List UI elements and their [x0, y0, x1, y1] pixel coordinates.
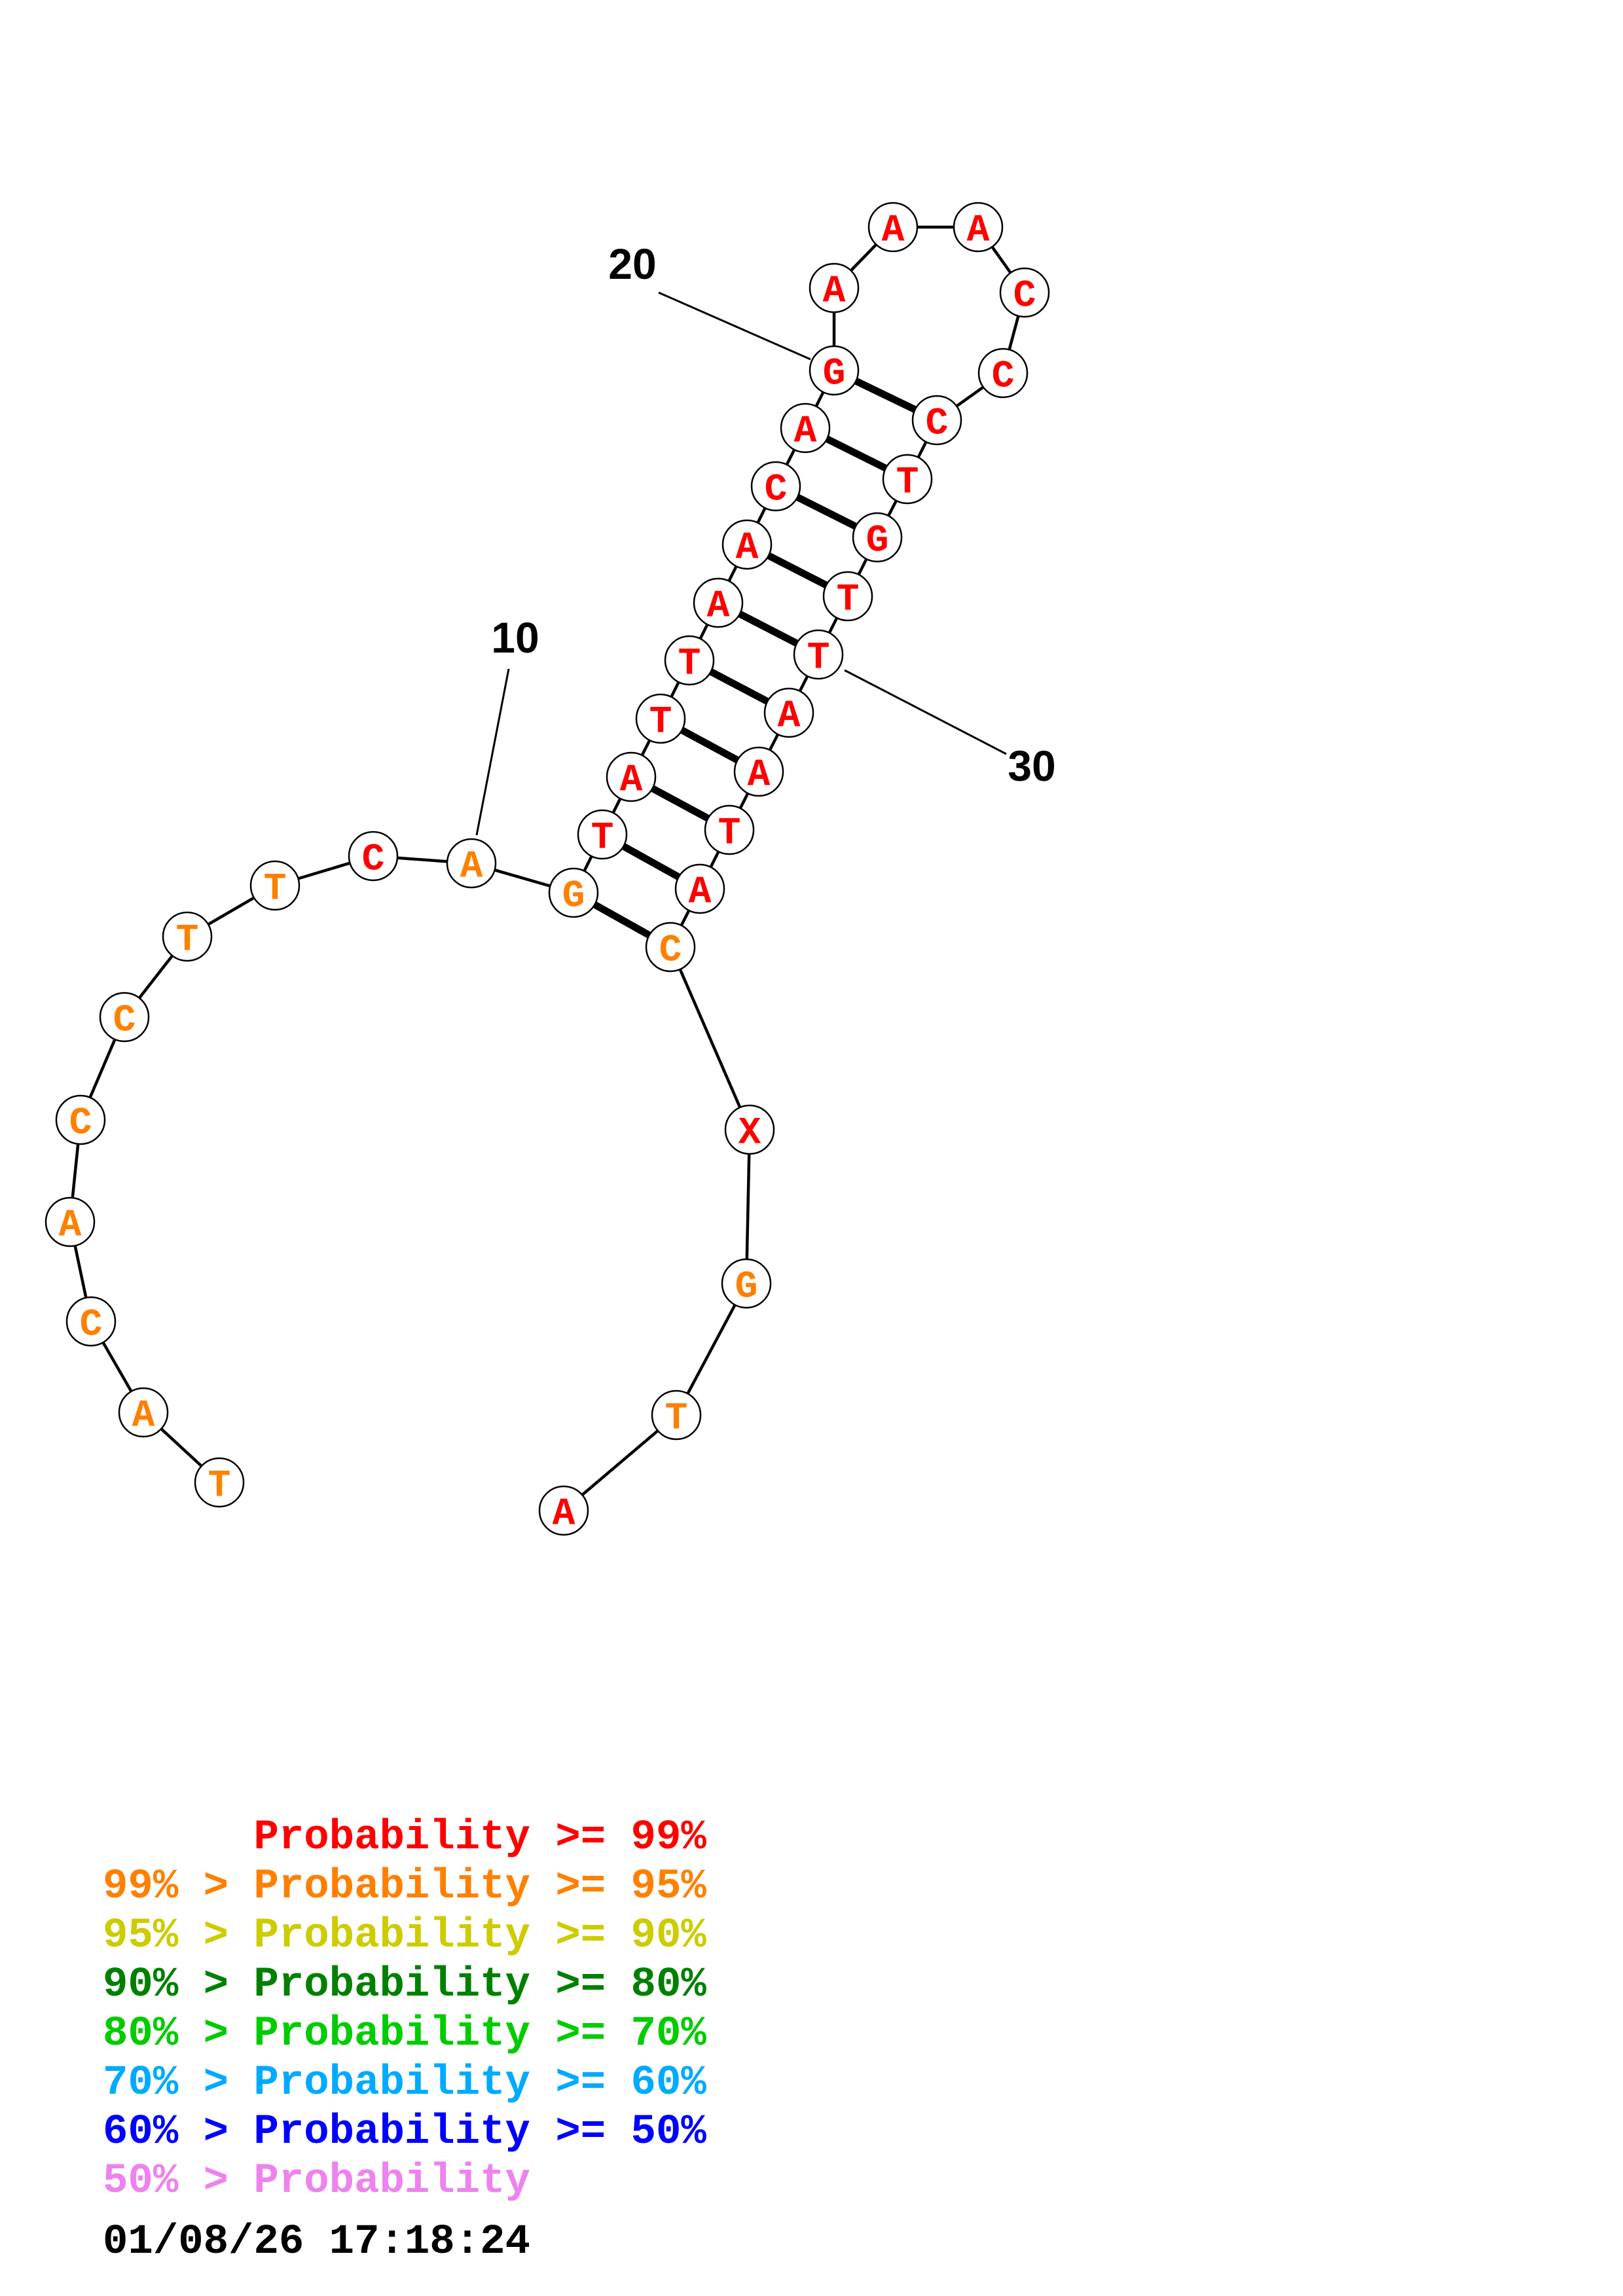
legend-entry: Probability >= 99%: [103, 1814, 706, 1861]
nucleotide-circle: [693, 577, 744, 628]
nucleotide-circle: [55, 1094, 106, 1145]
nucleotide-circle: [999, 267, 1050, 318]
nucleotide-letter: T: [176, 919, 199, 961]
nucleotide-letter: A: [707, 585, 730, 628]
nucleotide-circle: [577, 809, 628, 860]
nucleotide-circle: [635, 693, 686, 744]
label-leader-line: [658, 291, 811, 361]
nucleotide-circle: [548, 867, 599, 918]
nucleotide-letter: A: [882, 209, 905, 252]
nucleotide-circle: [645, 922, 696, 973]
nucleotide-circle: [704, 804, 755, 855]
nucleotide-letter: A: [967, 209, 990, 252]
legend-entry: 60% > Probability >= 50%: [103, 2109, 706, 2156]
nucleotide-circle: [809, 345, 860, 396]
nucleotide-letter: X: [739, 1112, 761, 1155]
nucleotide-circle: [763, 687, 814, 738]
nucleotide-circle: [664, 635, 715, 686]
nucleotide-circle: [118, 1387, 169, 1438]
nucleotide-letter: T: [718, 812, 741, 855]
nucleotide-letter: C: [992, 355, 1015, 398]
nucleotide-circle: [809, 262, 860, 314]
nucleotide-letter: G: [823, 353, 846, 395]
nucleotide-letter: C: [1013, 275, 1036, 317]
nucleotide-circle: [953, 202, 1004, 253]
nucleotide-letter: A: [778, 695, 801, 738]
nucleotide-circle: [882, 454, 933, 505]
nucleotide-circle: [721, 519, 773, 570]
nucleotide-circle: [194, 1457, 245, 1508]
nucleotide-letter: C: [113, 999, 136, 1042]
nucleotide-letter: T: [264, 868, 287, 910]
nucleotide-letter: A: [689, 871, 712, 914]
nucleotide-circle: [249, 860, 301, 911]
nucleotide-letter: C: [765, 469, 788, 511]
nucleotide-letter: A: [460, 846, 483, 888]
nucleotide-circle: [674, 863, 725, 914]
nucleotide-letter: C: [926, 403, 949, 445]
nucleotide-letter: A: [620, 759, 643, 802]
nucleotide-letter: T: [678, 643, 701, 685]
nucleotide-circle: [162, 911, 213, 962]
nucleotide-circle: [348, 831, 399, 882]
nucleotide-circle: [780, 403, 831, 454]
nucleotide-circle: [721, 1258, 772, 1309]
nucleotide-letter: T: [591, 817, 614, 859]
nucleotide-letter: A: [794, 410, 817, 453]
nucleotide-letter: A: [748, 754, 771, 797]
nucleotide-letter: T: [208, 1465, 231, 1507]
backbone-bond: [668, 946, 752, 1130]
nucleotide-letter: T: [665, 1397, 688, 1440]
nucleotide-circle: [793, 629, 844, 680]
nucleotide-letter: C: [362, 838, 385, 881]
nucleotide-letter: G: [735, 1266, 758, 1308]
nucleotide-letter: A: [736, 527, 759, 569]
nucleotide-letter: T: [807, 637, 830, 679]
legend-entry: 80% > Probability >= 70%: [103, 2011, 706, 2058]
nucleotide-letter: A: [553, 1493, 575, 1535]
legend-entry: 95% > Probability >= 90%: [103, 1912, 706, 1960]
label-leader-line: [844, 669, 1007, 755]
nucleotide-letter: C: [80, 1304, 103, 1346]
nucleotide-circle: [651, 1390, 702, 1441]
nucleotide-letter: A: [823, 270, 846, 313]
nucleotide-circle: [99, 992, 150, 1043]
timestamp: 01/08/26 17:18:24: [103, 2219, 530, 2266]
nucleotide-circle: [822, 571, 873, 622]
nucleotide-circle: [911, 395, 962, 446]
nucleotide-circle: [724, 1104, 775, 1155]
nucleotide-letter: C: [69, 1102, 92, 1145]
nucleotide-circle: [750, 461, 801, 512]
legend-entry: 50% > Probability: [103, 2158, 530, 2205]
nucleotide-letter: C: [659, 929, 682, 972]
nucleotide-letter: T: [649, 701, 672, 744]
nucleotide-circle: [45, 1196, 96, 1247]
nucleotide-letter: A: [132, 1395, 155, 1437]
label-leader-line: [475, 668, 510, 836]
nucleotide-letter: T: [837, 579, 860, 621]
nucleotide-circle: [733, 746, 784, 797]
nucleotide-circle: [446, 838, 497, 889]
nucleotide-circle: [867, 202, 919, 253]
position-label: 30: [1008, 742, 1055, 790]
nucleotide-letter: T: [896, 461, 919, 504]
position-label: 10: [491, 613, 539, 662]
nucleotide-circle: [606, 751, 657, 802]
backbone-bond: [744, 1129, 752, 1284]
legend-entry: 99% > Probability >= 95%: [103, 1863, 706, 1910]
nucleotide-letter: G: [866, 520, 889, 562]
legend-entry: 70% > Probability >= 60%: [103, 2060, 706, 2107]
nucleotide-letter: G: [562, 875, 585, 918]
probability-legend: Probability >= 99% 99% > Probability >= 9…: [103, 1814, 706, 2206]
nucleotide-circle: [852, 512, 903, 563]
nucleotide-circle: [538, 1485, 589, 1536]
legend-entry: 90% > Probability >= 80%: [103, 1962, 706, 2009]
nucleotide-letter: A: [59, 1204, 82, 1247]
nucleotide-circle: [977, 348, 1029, 399]
position-label: 20: [608, 240, 656, 288]
nucleotide-circle: [65, 1296, 117, 1347]
